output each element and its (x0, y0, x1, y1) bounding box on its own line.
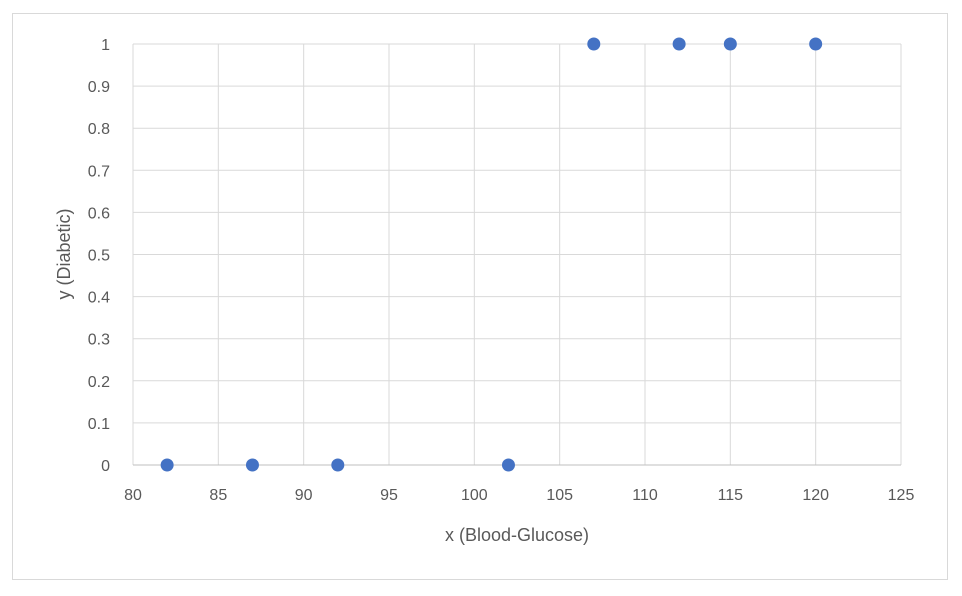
x-tick-label: 80 (124, 487, 142, 504)
x-axis-title: x (Blood-Glucose) (445, 525, 589, 545)
y-tick-label: 0.5 (88, 248, 110, 265)
y-tick-label: 0.1 (88, 416, 110, 433)
data-point (501, 458, 515, 472)
y-tick-label: 0.6 (88, 205, 110, 222)
x-tick-label: 95 (380, 487, 398, 504)
x-tick-label: 100 (461, 487, 488, 504)
y-tick-label: 0.9 (88, 79, 110, 96)
data-point (245, 458, 259, 472)
y-tick-labels: 0 0.1 0.2 0.3 0.4 0.5 0.6 0.7 0.8 0.9 1 (88, 37, 110, 475)
y-tick-label: 0.4 (88, 290, 110, 307)
x-tick-label: 105 (546, 487, 573, 504)
data-point (809, 37, 823, 51)
y-tick-label: 1 (101, 37, 110, 54)
gridlines (132, 43, 902, 466)
x-tick-label: 125 (888, 487, 915, 504)
y-tick-label: 0.7 (88, 163, 110, 180)
x-tick-label: 110 (632, 487, 658, 504)
x-tick-label: 120 (802, 487, 829, 504)
data-point (723, 37, 737, 51)
data-point (587, 37, 601, 51)
y-axis-title: y (Diabetic) (54, 208, 74, 299)
x-tick-label: 85 (209, 487, 227, 504)
data-point (672, 37, 686, 51)
data-points (160, 37, 823, 472)
y-tick-label: 0.8 (88, 121, 110, 138)
y-tick-label: 0 (101, 458, 110, 475)
y-tick-label: 0.3 (88, 332, 110, 349)
x-tick-label: 115 (718, 487, 744, 504)
data-point (160, 458, 174, 472)
x-tick-label: 90 (295, 487, 313, 504)
x-tick-labels: 80 85 90 95 100 105 110 115 120 125 (124, 487, 914, 504)
y-tick-label: 0.2 (88, 374, 110, 391)
data-point (331, 458, 345, 472)
